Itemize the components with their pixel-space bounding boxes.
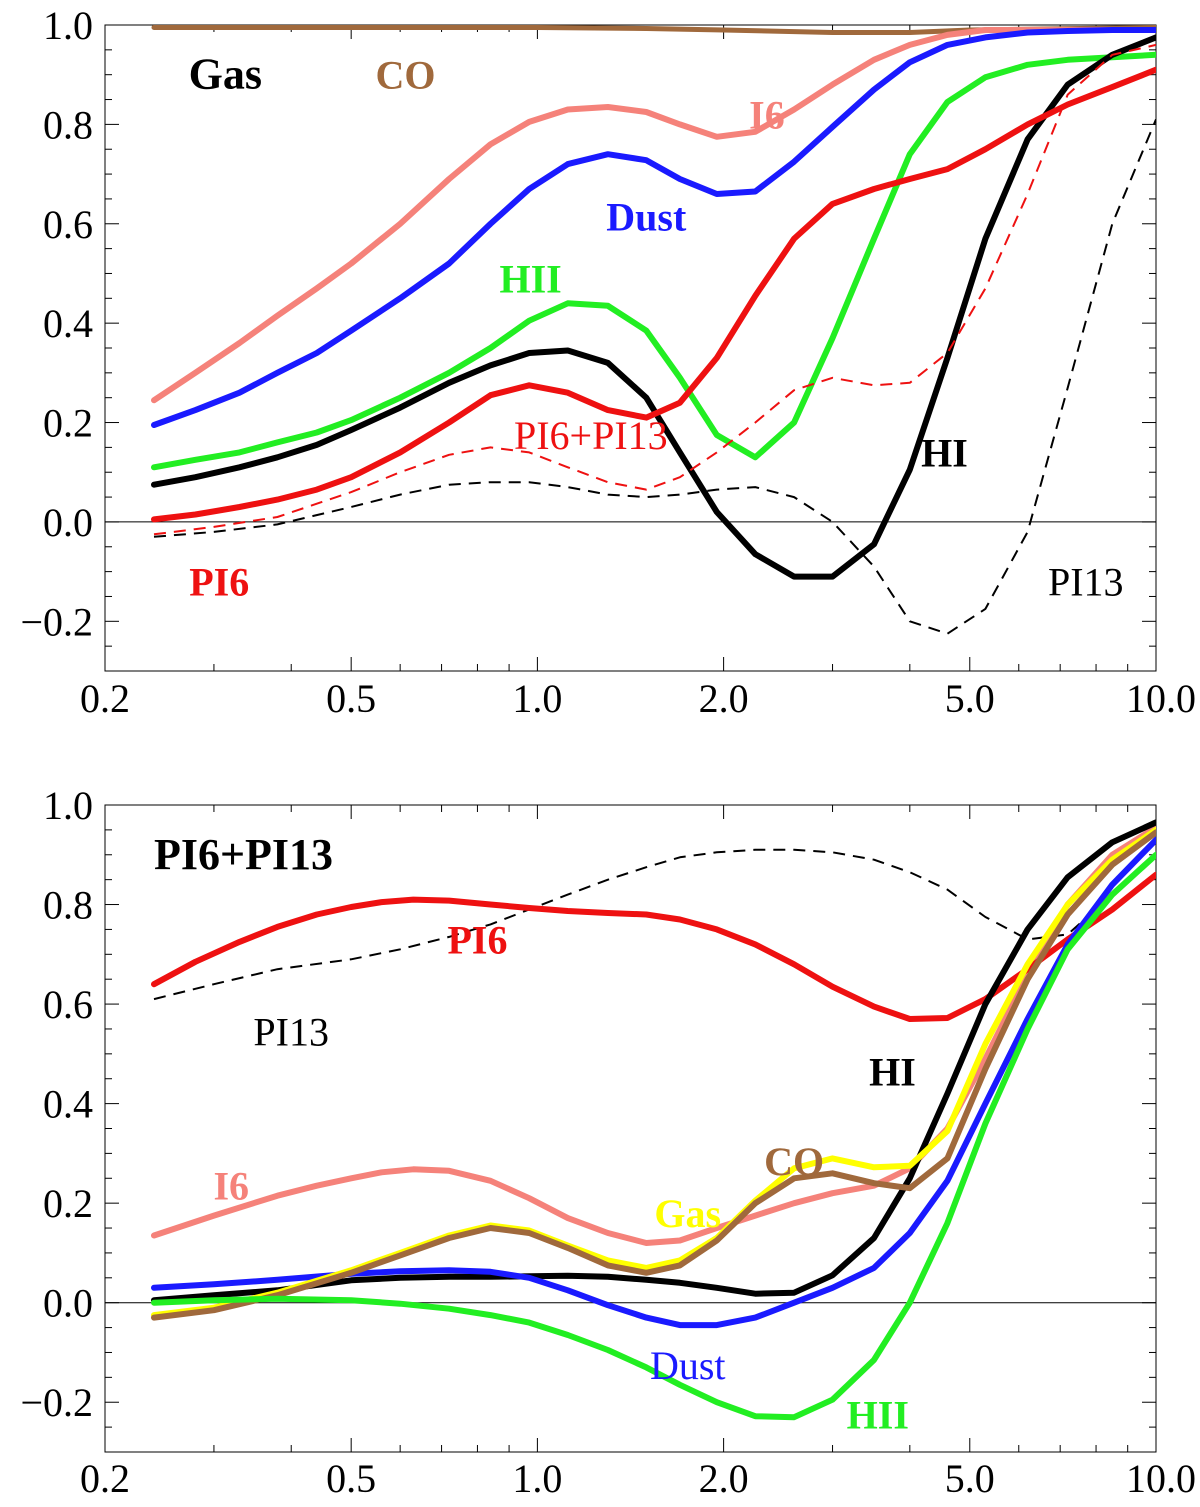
y-tick-label: 0.2 xyxy=(43,1181,93,1226)
series-label-co: CO xyxy=(375,53,435,98)
y-tick-label: 0.6 xyxy=(43,982,93,1027)
series-line-i6 xyxy=(151,824,1156,1246)
series-label-dust: Dust xyxy=(650,1343,726,1388)
plot-frame xyxy=(104,24,1157,672)
y-tick-label: 0.4 xyxy=(43,1082,93,1127)
series-line-hi xyxy=(151,819,1156,1304)
series-line-hi xyxy=(151,34,1156,580)
x-tick-label: 0.2 xyxy=(80,1456,130,1501)
y-tick-label: 0.6 xyxy=(43,202,93,247)
pi6-pi13-panel: 0.2 0.5 1.0 2.0 5.0 10.0 −0.2 0.0 0.2 0.4 0.6 0.8 1.… xyxy=(20,783,1196,1501)
series-line-co xyxy=(151,25,1156,35)
y-tick-label: 0.0 xyxy=(43,500,93,545)
y-tick-label: 0.2 xyxy=(43,401,93,446)
series-line-pi6 xyxy=(151,871,1156,1022)
series-label-co: CO xyxy=(764,1139,824,1184)
y-tick-label: −0.2 xyxy=(20,1380,93,1425)
y-tick-label: 0.4 xyxy=(43,301,93,346)
series-line-co xyxy=(151,829,1156,1321)
series-label-hii: HII xyxy=(847,1393,909,1438)
series-line-pi6-pi13 xyxy=(153,43,1156,536)
x-tick-label: 5.0 xyxy=(945,676,995,721)
series-line-pi6 xyxy=(151,66,1156,523)
x-tick-label: 0.2 xyxy=(80,676,130,721)
x-tick-label: 2.0 xyxy=(699,676,749,721)
series-label-pi13: PI13 xyxy=(253,1009,329,1054)
series-line-i6 xyxy=(151,27,1156,404)
series-label-hi: HI xyxy=(921,430,968,475)
panel-title: PI6+PI13 xyxy=(154,830,333,879)
y-tick-label: 1.0 xyxy=(43,3,93,48)
series-label-hii: HII xyxy=(499,256,561,301)
x-tick-label: 0.5 xyxy=(326,1456,376,1501)
series-label-pi6: PI6 xyxy=(447,917,507,962)
series-label-pi13: PI13 xyxy=(1048,560,1124,605)
series-label-dust: Dust xyxy=(606,194,687,239)
series-label-i6: I6 xyxy=(213,1164,249,1209)
series-label-i6: I6 xyxy=(749,92,785,137)
x-tick-label: 1.0 xyxy=(512,1456,562,1501)
panel-title: Gas xyxy=(189,50,262,99)
x-tick-label: 10.0 xyxy=(1126,676,1196,721)
x-tick-label: 10.0 xyxy=(1126,1456,1196,1501)
y-tick-label: 1.0 xyxy=(43,783,93,828)
series-label-pi6-pi13: PI6+PI13 xyxy=(514,413,668,458)
y-tick-label: −0.2 xyxy=(20,599,93,644)
gas-panel: 0.2 0.5 1.0 2.0 5.0 10.0 −0.2 0.0 0.2 0.4 0.6 0.8 1.… xyxy=(20,3,1196,721)
y-tick-label: 0.0 xyxy=(43,1281,93,1326)
x-tick-label: 0.5 xyxy=(326,676,376,721)
series-line-pi13 xyxy=(153,119,1156,635)
series-group xyxy=(151,25,1156,635)
x-tick-label: 5.0 xyxy=(945,1456,995,1501)
series-group xyxy=(151,819,1156,1421)
series-line-dust xyxy=(151,27,1156,428)
plot-frame xyxy=(104,804,1157,1453)
series-label-pi6: PI6 xyxy=(189,560,249,605)
series-label-gas: Gas xyxy=(654,1191,721,1236)
y-tick-label: 0.8 xyxy=(43,102,93,147)
series-line-pi13 xyxy=(153,848,1156,1001)
series-line-dust xyxy=(151,836,1156,1329)
x-tick-label: 2.0 xyxy=(699,1456,749,1501)
series-label-hi: HI xyxy=(869,1049,916,1094)
series-line-hii xyxy=(151,51,1156,471)
x-tick-label: 1.0 xyxy=(512,676,562,721)
y-tick-label: 0.8 xyxy=(43,883,93,928)
series-line-hii xyxy=(151,851,1156,1421)
